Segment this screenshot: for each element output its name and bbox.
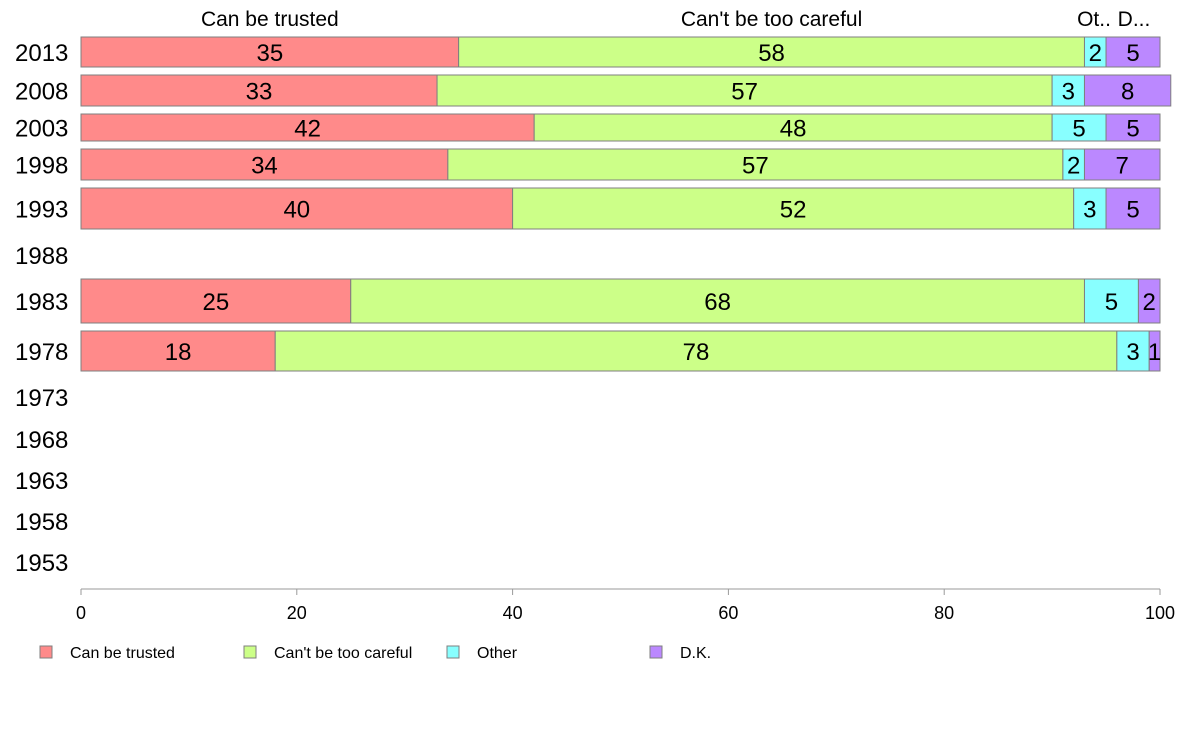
year-label: 1998 — [15, 153, 68, 180]
legend-label: Other — [477, 645, 518, 662]
legend-swatch — [39, 645, 53, 659]
year-label: 1988 — [15, 243, 68, 270]
data-label: 8 — [1121, 79, 1134, 106]
year-label: 1958 — [15, 509, 68, 536]
data-label: 34 — [251, 153, 278, 180]
data-label: 2 — [1067, 153, 1080, 180]
data-label: 58 — [758, 40, 785, 67]
column-header: Ot.. — [1077, 8, 1111, 31]
legend-swatch — [446, 645, 460, 659]
year-label: 1963 — [15, 468, 68, 495]
bar-segment — [1105, 36, 1161, 68]
year-label: 2003 — [15, 116, 68, 143]
column-header: Can't be too careful — [681, 8, 862, 31]
bar-segment — [1116, 330, 1150, 372]
bar-segment — [1105, 187, 1161, 230]
data-label: 5 — [1126, 116, 1139, 143]
data-label: 5 — [1072, 116, 1085, 143]
data-label: 2 — [1089, 40, 1102, 67]
bar-segment — [1083, 148, 1161, 181]
bar-segment — [80, 330, 276, 372]
data-label: 5 — [1126, 197, 1139, 224]
data-label: 2 — [1143, 289, 1156, 316]
data-label: 25 — [203, 289, 230, 316]
data-label: 5 — [1126, 40, 1139, 67]
data-label: 3 — [1126, 339, 1139, 366]
data-label: 48 — [780, 116, 807, 143]
x-tick-label: 80 — [934, 603, 954, 623]
year-label: 2008 — [15, 79, 68, 106]
data-label: 52 — [780, 197, 807, 224]
legend: Can be trusted Can't be too careful Other D… — [39, 645, 711, 662]
data-label: 68 — [704, 289, 731, 316]
year-labels: 2013 2008 2003 1998 1993 1988 1983 1978 1973 1968… — [15, 40, 68, 577]
x-axis: 0 20 40 60 80 100 — [76, 588, 1175, 623]
bars: 35 58 2 533 57 3 842 48 5 534 57 2 740 52 3 525 68 5 218 78… — [80, 36, 1172, 372]
data-label: 33 — [246, 79, 273, 106]
year-label: 1978 — [15, 339, 68, 366]
data-label: 57 — [742, 153, 769, 180]
bar-segment — [80, 113, 535, 142]
year-label: 1993 — [15, 197, 68, 224]
column-headers: Can be trusted Can't be too careful Ot.. D.… — [201, 8, 1150, 31]
data-label: 5 — [1105, 289, 1118, 316]
data-label: 3 — [1062, 79, 1075, 106]
column-header: D... — [1118, 8, 1151, 31]
bar-segment — [533, 113, 1053, 142]
column-header: Can be trusted — [201, 8, 339, 31]
bar-segment — [436, 74, 1053, 107]
data-label: 78 — [683, 339, 710, 366]
bar-segment — [1073, 187, 1107, 230]
x-tick-label: 100 — [1145, 603, 1175, 623]
x-tick-label: 0 — [76, 603, 86, 623]
x-tick-label: 40 — [503, 603, 523, 623]
x-tick-label: 20 — [287, 603, 307, 623]
bar-segment — [274, 330, 1118, 372]
data-label: 1 — [1148, 339, 1161, 366]
year-label: 1973 — [15, 385, 68, 412]
legend-swatch — [243, 645, 257, 659]
bar-segment — [1051, 113, 1107, 142]
legend-label: D.K. — [680, 645, 711, 662]
bar-segment — [1105, 113, 1161, 142]
bar-segment — [458, 36, 1085, 68]
x-tick-label: 60 — [718, 603, 738, 623]
bar-segment — [80, 74, 438, 107]
legend-label: Can be trusted — [70, 645, 175, 662]
bar-segment — [1051, 74, 1085, 107]
bar-segment — [80, 36, 460, 68]
bar-segment — [447, 148, 1064, 181]
year-label: 1968 — [15, 427, 68, 454]
data-label: 3 — [1083, 197, 1096, 224]
legend-swatch — [649, 645, 663, 659]
year-label: 2013 — [15, 40, 68, 67]
year-label: 1953 — [15, 550, 68, 577]
bar-segment — [1083, 74, 1172, 107]
data-label: 7 — [1116, 153, 1129, 180]
bar-segment — [1137, 278, 1161, 324]
data-label: 18 — [165, 339, 192, 366]
data-label: 57 — [731, 79, 758, 106]
bar-segment — [80, 148, 449, 181]
data-label: 35 — [256, 40, 283, 67]
data-label: 40 — [283, 197, 310, 224]
year-label: 1983 — [15, 289, 68, 316]
bar-segment — [1083, 278, 1139, 324]
bar-segment — [1148, 330, 1161, 372]
legend-label: Can't be too careful — [274, 645, 412, 662]
data-label: 42 — [294, 116, 321, 143]
